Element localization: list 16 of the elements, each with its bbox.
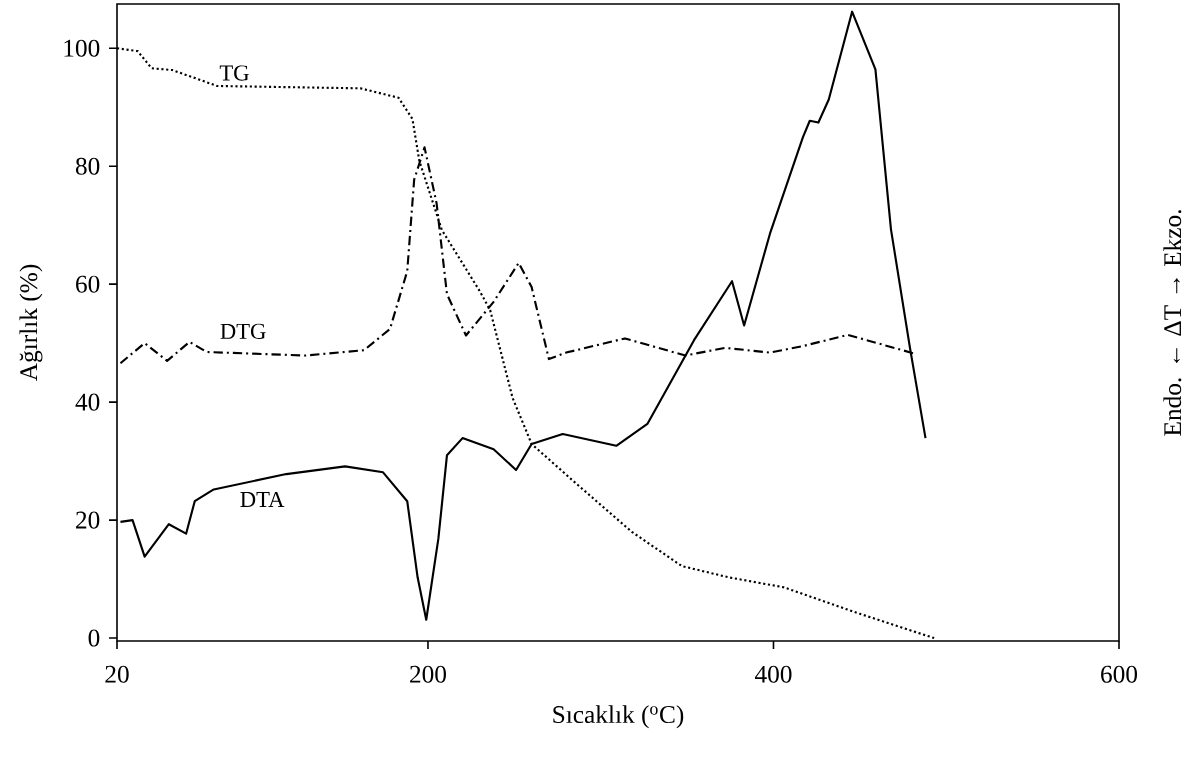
y-axis-title: Ağırlık (%)	[19, 264, 43, 381]
series-label: DTA	[240, 491, 285, 507]
series-label: DTG	[220, 323, 266, 339]
x-tick-label: 20	[105, 665, 129, 683]
x-axis-title: Sıcaklık ($^{o}$C)	[553, 705, 684, 729]
y-tick-label: 100	[64, 39, 100, 57]
x-tick-label: 200	[410, 665, 446, 683]
x-tick-label: 400	[754, 665, 792, 683]
y-tick-label: 80	[75, 157, 100, 175]
y-tick-label: 20	[76, 511, 100, 529]
x-tick-label: 600	[1101, 665, 1138, 683]
series-label: TG	[219, 65, 249, 81]
y-tick-label: 0	[88, 629, 100, 647]
y-tick-label: 40	[75, 393, 100, 411]
y-tick-label: 60	[76, 275, 100, 293]
y2-axis-title: Endo. ← ΔT → Ekzo.	[1163, 210, 1182, 436]
